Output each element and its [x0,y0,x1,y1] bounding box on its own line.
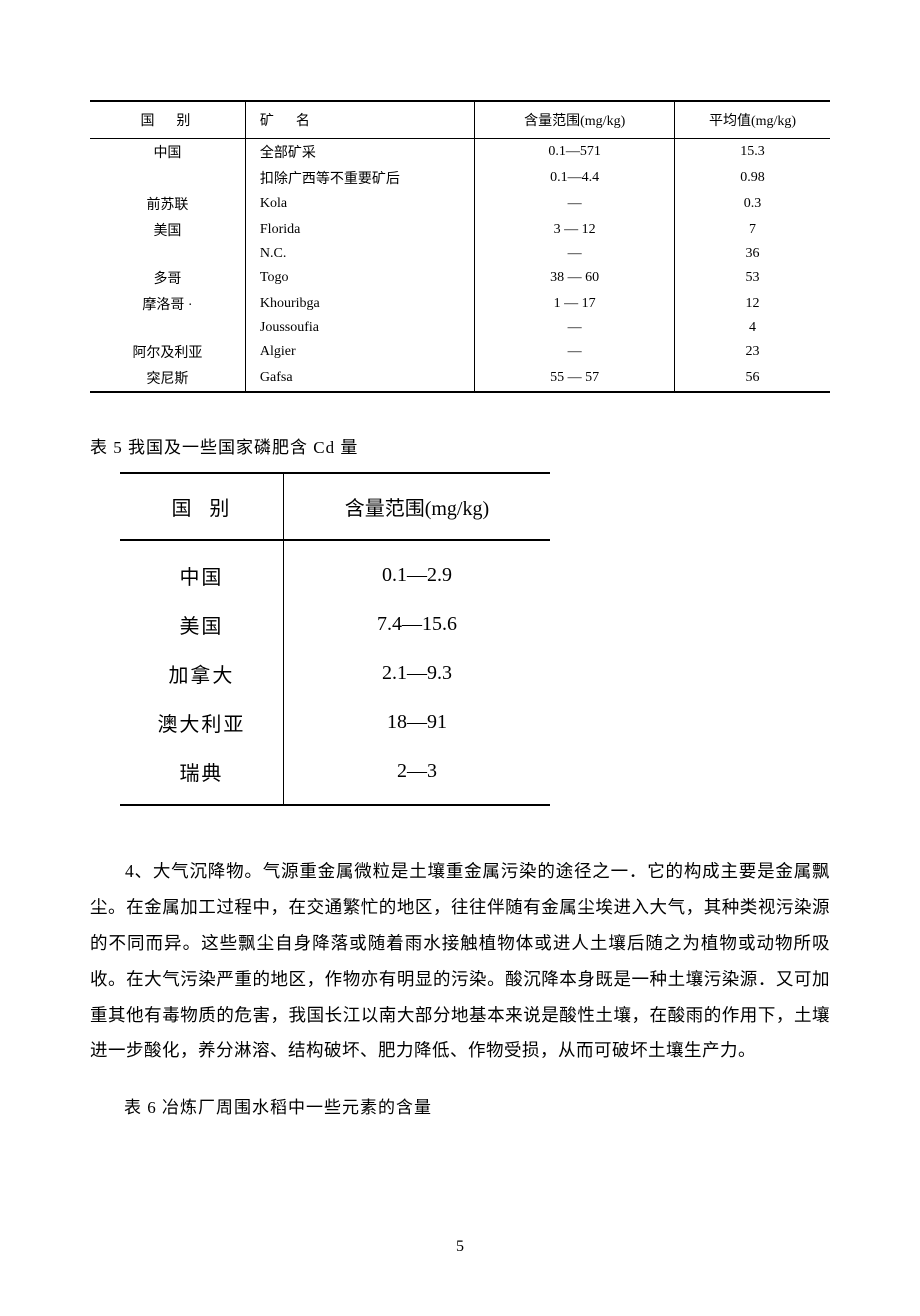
table-cell: Khouribga [245,291,474,317]
table-cell: Kola [245,191,474,217]
table-cell: — [475,339,675,365]
col-minename: 矿 名 [245,101,474,139]
table-cell: Florida [245,217,474,243]
table-cell: 突尼斯 [90,365,245,392]
table-cell: 前苏联 [90,191,245,217]
table-row: 中国0.1—2.9 [120,540,550,600]
table-cell: 7.4—15.6 [283,600,550,649]
table-cell: 加拿大 [120,649,283,698]
table-cell: 阿尔及利亚 [90,339,245,365]
phosphate-fertilizer-cd-table: 国别 含量范围(mg/kg) 中国0.1—2.9美国7.4—15.6加拿大2.1… [120,472,550,806]
table-cell: 美国 [120,600,283,649]
table5-caption: 表 5 我国及一些国家磷肥含 Cd 量 [90,433,830,458]
table-cell: 53 [675,265,830,291]
table-cell: 澳大利亚 [120,698,283,747]
table-cell: 0.1—571 [475,139,675,166]
table-cell: 2.1—9.3 [283,649,550,698]
mineral-cd-content-table: 国 别 矿 名 含量范围(mg/kg) 平均值(mg/kg) 中国全部矿采0.1… [90,100,830,393]
table-cell: 55 — 57 [475,365,675,392]
table-row: 中国全部矿采0.1—57115.3 [90,139,830,166]
table6-caption: 表 6 冶炼厂周围水稻中一些元素的含量 [90,1093,830,1118]
col-country: 国 别 [90,101,245,139]
table-cell: 18—91 [283,698,550,747]
table-row: 美国7.4—15.6 [120,600,550,649]
table-row: 扣除广西等不重要矿后0.1—4.40.98 [90,165,830,191]
table-cell: 0.3 [675,191,830,217]
table-cell: 56 [675,365,830,392]
table-cell: 中国 [120,540,283,600]
col-range: 含量范围(mg/kg) [283,473,550,540]
table-cell: Joussoufia [245,317,474,339]
table-row: 摩洛哥 ·Khouribga1 — 1712 [90,291,830,317]
table-cell: 美国 [90,217,245,243]
table-row: 美国Florida3 — 127 [90,217,830,243]
table-cell: 中国 [90,139,245,166]
table-row: 前苏联Kola—0.3 [90,191,830,217]
table-cell: Togo [245,265,474,291]
table-cell: 12 [675,291,830,317]
table-cell: — [475,243,675,265]
table-cell: 0.1—4.4 [475,165,675,191]
table-cell: 3 — 12 [475,217,675,243]
paragraph-4-text: 4、大气沉降物。气源重金属微粒是土壤重金属污染的途径之一．它的构成主要是金属飘尘… [90,861,830,1060]
table-cell [90,243,245,265]
table-header-row: 国别 含量范围(mg/kg) [120,473,550,540]
table-cell: 0.1—2.9 [283,540,550,600]
col-country: 国别 [120,473,283,540]
table-row: 阿尔及利亚Algier—23 [90,339,830,365]
table-cell: 0.98 [675,165,830,191]
col-avg: 平均值(mg/kg) [675,101,830,139]
table-row: 突尼斯Gafsa55 — 5756 [90,365,830,392]
table-cell [90,165,245,191]
table-cell: 瑞典 [120,747,283,805]
table-row: 澳大利亚18—91 [120,698,550,747]
page-number: 5 [90,1238,830,1256]
table-cell: — [475,317,675,339]
table-cell: 23 [675,339,830,365]
table-cell: 2—3 [283,747,550,805]
table-cell: Gafsa [245,365,474,392]
table-cell: 4 [675,317,830,339]
table-cell: — [475,191,675,217]
table-row: Joussoufia—4 [90,317,830,339]
paragraph-4: 4、大气沉降物。气源重金属微粒是土壤重金属污染的途径之一．它的构成主要是金属飘尘… [90,854,830,1069]
table-cell: Algier [245,339,474,365]
col-range: 含量范围(mg/kg) [475,101,675,139]
table-cell: 15.3 [675,139,830,166]
table-cell [90,317,245,339]
table-cell: 1 — 17 [475,291,675,317]
table-cell: 摩洛哥 · [90,291,245,317]
table-row: 瑞典2—3 [120,747,550,805]
table-cell: 扣除广西等不重要矿后 [245,165,474,191]
table-row: 多哥Togo38 — 6053 [90,265,830,291]
table-cell: 全部矿采 [245,139,474,166]
table-cell: 36 [675,243,830,265]
table-cell: 多哥 [90,265,245,291]
table-row: N.C.—36 [90,243,830,265]
table-cell: 7 [675,217,830,243]
table-cell: 38 — 60 [475,265,675,291]
table-row: 加拿大2.1—9.3 [120,649,550,698]
table-header-row: 国 别 矿 名 含量范围(mg/kg) 平均值(mg/kg) [90,101,830,139]
table-cell: N.C. [245,243,474,265]
